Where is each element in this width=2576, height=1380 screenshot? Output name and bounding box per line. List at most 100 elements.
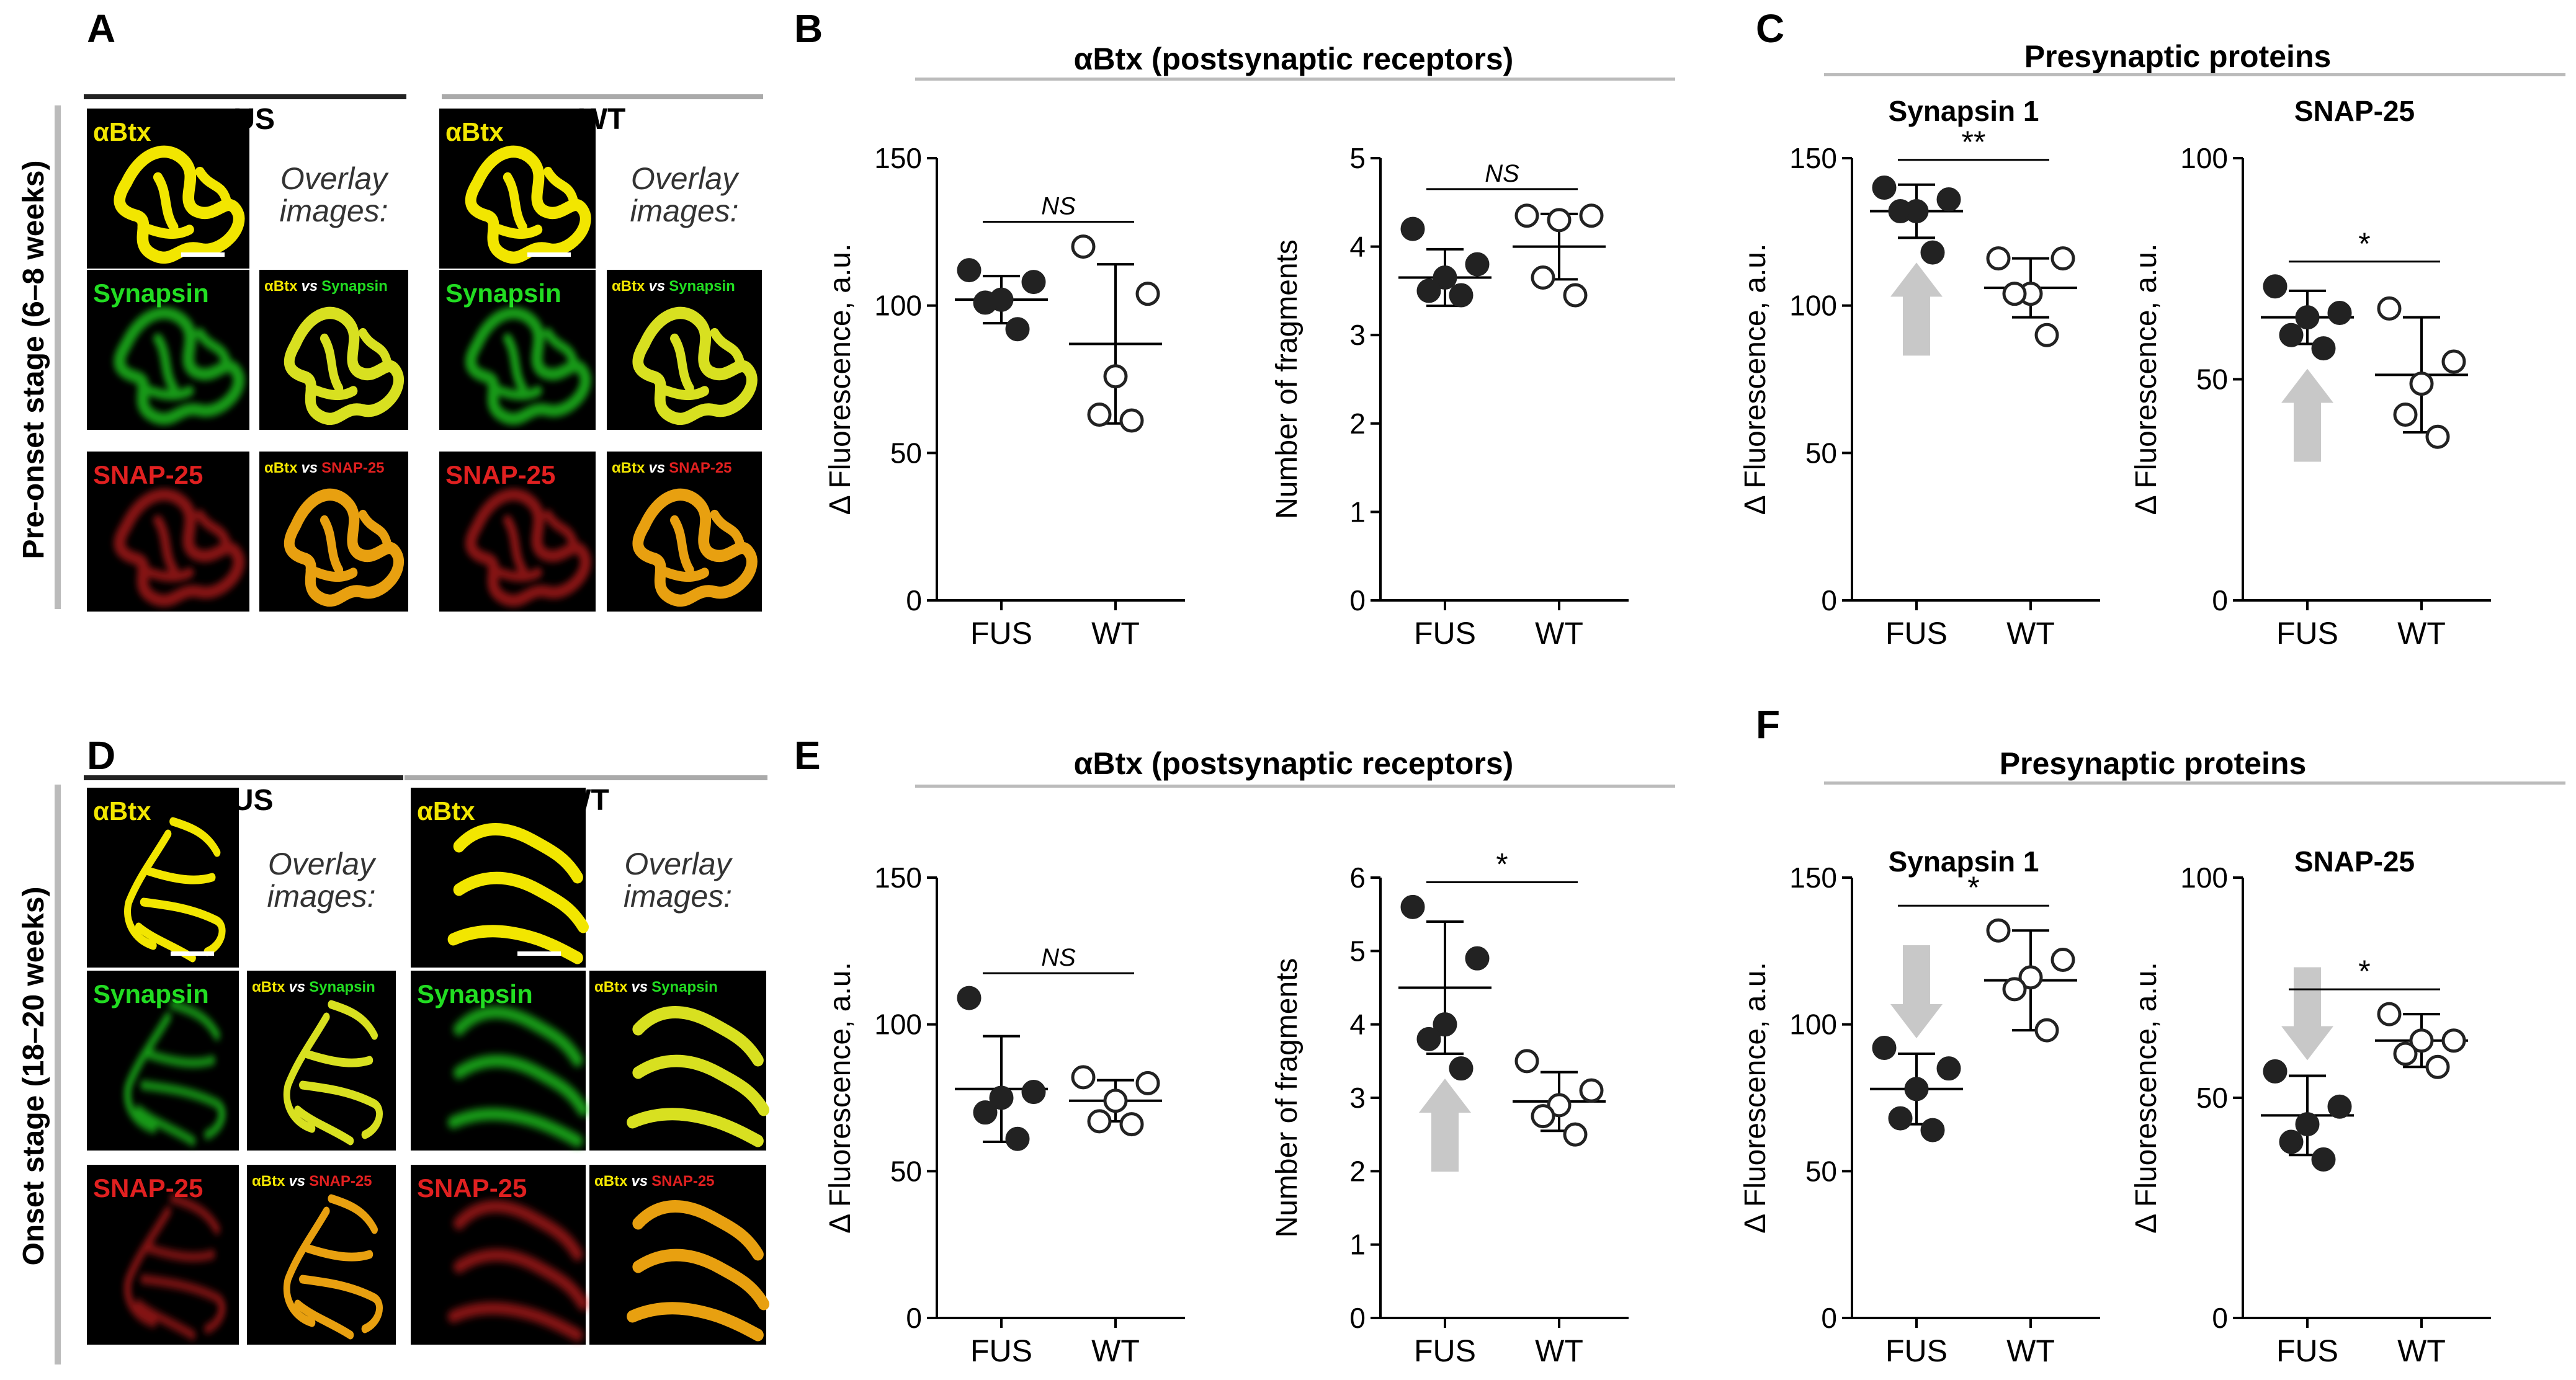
arrow-up-icon [1419, 1079, 1471, 1172]
data-point [2263, 1059, 2288, 1084]
data-point [1872, 176, 1897, 200]
data-point [1135, 1071, 1160, 1095]
data-point [1119, 408, 1144, 433]
panel-f-header: F Presynaptic proteins [1756, 702, 2565, 785]
data-point [2409, 1028, 2434, 1053]
data-point [1449, 1056, 1474, 1081]
data-point [2295, 305, 2320, 330]
overlay-caption-synapsin: Synapsin [651, 979, 718, 995]
data-point [1936, 1056, 1961, 1081]
data-point [957, 258, 982, 283]
y-tick-label: 6 [1349, 861, 1366, 894]
data-point [1433, 1012, 1457, 1037]
overlay-caption-synapsin: Synapsin [669, 278, 735, 295]
y-tick-label: 5 [1349, 142, 1366, 174]
data-point [1087, 403, 1112, 427]
significance-label: NS [1041, 193, 1076, 220]
data-point [1400, 894, 1425, 919]
significance-label: * [1967, 870, 1979, 905]
data-point [2263, 274, 2288, 299]
x-tick-label-wt: WT [2006, 616, 2055, 651]
overlay-caption: αBtx vs SNAP-25 [252, 1173, 372, 1190]
arrow-down-icon [2281, 967, 2333, 1061]
data-point [1103, 1088, 1128, 1113]
scale-bar [527, 252, 571, 257]
data-point [1087, 1109, 1112, 1134]
data-point [2377, 296, 2402, 321]
series-fus [1870, 1036, 1963, 1142]
overlay-caption-synapsin: Synapsin [309, 979, 375, 995]
data-point [2311, 336, 2336, 361]
abtx-channel-label: αBtx [93, 796, 151, 826]
section-title-f: Presynaptic proteins [2000, 746, 2307, 781]
y-tick-label: 150 [874, 142, 922, 174]
x-tick-label-wt: WT [1091, 1333, 1140, 1368]
x-tick-label-fus: FUS [1885, 616, 1948, 651]
overlay-caption-snap25: SNAP-25 [321, 460, 384, 476]
data-point [2393, 403, 2418, 427]
panel-letter-f: F [1756, 702, 1780, 747]
data-point [1465, 946, 1490, 971]
series-fus [955, 986, 1048, 1151]
overlay-caption-vs: vs [648, 460, 665, 476]
data-point [1563, 283, 1588, 308]
x-tick-label-wt: WT [1535, 1333, 1583, 1368]
data-point [1071, 234, 1096, 259]
overlay-heading-line1: Overlay [631, 161, 740, 196]
chart-title: Synapsin 1 [1889, 845, 2039, 878]
series-wt [1069, 1065, 1162, 1137]
y-tick-label: 100 [2180, 861, 2228, 894]
section-title-e: αBtx (postsynaptic receptors) [1074, 746, 1514, 781]
data-point [2393, 1041, 2418, 1066]
series-wt [2375, 296, 2468, 449]
section-title-rule [915, 785, 1675, 788]
y-axis-label: Δ Fluorescence, a.u. [824, 244, 857, 515]
y-tick-label: 0 [906, 584, 922, 617]
overlay-caption: αBtx vs Synapsin [612, 278, 735, 295]
x-tick-label-fus: FUS [1414, 1333, 1476, 1368]
data-point [2327, 301, 2352, 326]
panel-a-images: AFUSWTPre-onset stage (6–8 weeks)αBtxSyn… [17, 6, 763, 612]
data-point [2311, 1147, 2336, 1172]
y-tick-label: 50 [1805, 437, 1837, 469]
chart-f2: 0 50 100 FUS WT Δ Fluorescence, a.u. SNAP-25 * [2130, 845, 2491, 1368]
data-point [2409, 372, 2434, 396]
x-tick-label-wt: WT [2006, 1333, 2055, 1368]
data-point [2002, 977, 2027, 1002]
overlay-caption-vs: vs [288, 979, 305, 995]
overlay-heading-line1: Overlay [280, 161, 389, 196]
series-fus [1870, 176, 1963, 265]
overlay-caption: αBtx vs Synapsin [594, 979, 718, 995]
data-point [1531, 265, 1555, 290]
section-title-rule [1824, 73, 2565, 76]
data-point [1005, 317, 1030, 342]
overlay-caption-abtx: αBtx [594, 1173, 628, 1190]
overlay-caption: αBtx vs SNAP-25 [264, 460, 385, 476]
data-point [1135, 282, 1160, 306]
overlay-caption-abtx: αBtx [264, 278, 298, 295]
overlay-caption: αBtx vs Synapsin [252, 979, 375, 995]
data-point [1416, 1026, 1441, 1051]
data-point [989, 1085, 1014, 1110]
series-wt [1984, 918, 2077, 1043]
stage-label: Pre-onset stage (6–8 weeks) [17, 161, 50, 559]
scale-bar [171, 951, 214, 956]
data-point [1465, 252, 1490, 277]
overlay-caption-vs: vs [288, 1173, 305, 1190]
stage-label: Onset stage (18–20 weeks) [17, 887, 50, 1266]
x-tick-label-wt: WT [2397, 1333, 2446, 1368]
panel-letter-e: E [794, 733, 821, 778]
section-title-rule [915, 78, 1675, 81]
y-tick-label: 100 [874, 290, 922, 322]
y-tick-label: 50 [890, 1155, 922, 1187]
data-point [1579, 203, 1604, 228]
y-tick-label: 0 [2212, 584, 2228, 617]
data-point [1514, 1049, 1539, 1074]
overlay-heading-line1: Overlay [624, 847, 733, 881]
x-tick-label-fus: FUS [2276, 1333, 2338, 1368]
significance-label: NS [1041, 944, 1076, 971]
abtx-channel-label: αBtx [93, 117, 151, 146]
snap25-channel-label: SNAP-25 [417, 1173, 527, 1203]
series-fus [2261, 274, 2354, 361]
